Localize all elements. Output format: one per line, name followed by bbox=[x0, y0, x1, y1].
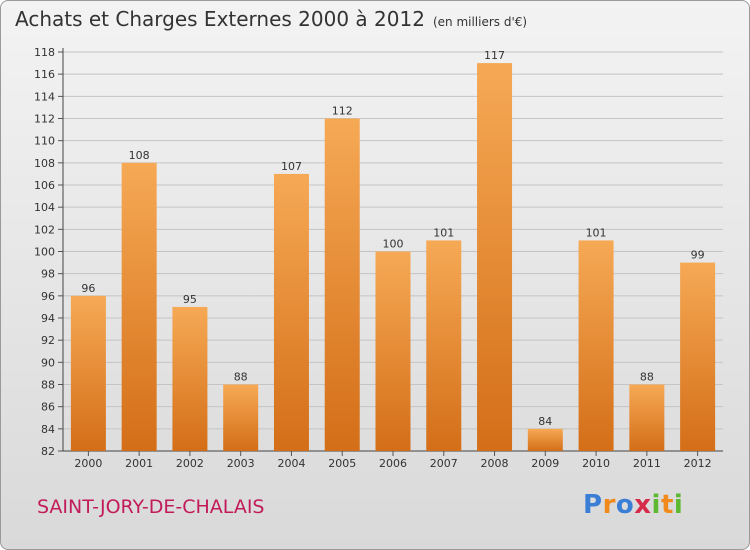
x-tick-label: 2000 bbox=[74, 457, 102, 470]
bar bbox=[273, 173, 309, 451]
logo-letter: i bbox=[651, 490, 661, 520]
bar bbox=[629, 384, 665, 451]
y-tick-label: 82 bbox=[41, 445, 55, 458]
data-label: 95 bbox=[183, 293, 197, 306]
logo-letter: o bbox=[615, 490, 635, 520]
x-tick-label: 2008 bbox=[481, 457, 509, 470]
y-tick-label: 90 bbox=[41, 356, 55, 369]
data-label: 100 bbox=[383, 238, 404, 251]
chart-title: Achats et Charges Externes 2000 à 2012 (e… bbox=[15, 7, 527, 31]
y-tick-label: 88 bbox=[41, 379, 55, 392]
x-tick-label: 2001 bbox=[125, 457, 153, 470]
y-tick-label: 98 bbox=[41, 268, 55, 281]
proxiti-logo: Proxiti bbox=[583, 490, 683, 520]
bar bbox=[527, 428, 563, 451]
data-label: 99 bbox=[691, 249, 705, 262]
logo-letter: t bbox=[660, 490, 674, 520]
data-label: 88 bbox=[640, 371, 654, 384]
logo-letter: P bbox=[583, 490, 603, 520]
data-label: 96 bbox=[81, 282, 95, 295]
bar bbox=[578, 240, 614, 451]
y-tick-label: 84 bbox=[41, 423, 55, 436]
data-label: 88 bbox=[234, 371, 248, 384]
data-label: 107 bbox=[281, 160, 302, 173]
data-label: 101 bbox=[433, 226, 454, 239]
data-label: 108 bbox=[129, 149, 150, 162]
data-label: 112 bbox=[332, 105, 353, 118]
bar bbox=[121, 162, 157, 452]
y-tick-label: 100 bbox=[34, 246, 55, 259]
y-tick-label: 94 bbox=[41, 312, 55, 325]
bar bbox=[477, 63, 513, 451]
x-tick-label: 2002 bbox=[176, 457, 204, 470]
title-text: Achats et Charges Externes 2000 à 2012 bbox=[15, 7, 425, 31]
x-tick-label: 2009 bbox=[531, 457, 559, 470]
bar bbox=[426, 240, 462, 451]
logo-letter: r bbox=[602, 490, 616, 520]
y-tick-label: 114 bbox=[34, 90, 55, 103]
unit-label: (en milliers d'€) bbox=[432, 15, 528, 29]
bar bbox=[223, 384, 259, 451]
data-label: 101 bbox=[586, 226, 607, 239]
y-tick-label: 102 bbox=[34, 223, 55, 236]
y-tick-label: 118 bbox=[34, 46, 55, 59]
x-tick-label: 2003 bbox=[227, 457, 255, 470]
y-tick-label: 116 bbox=[34, 68, 55, 81]
x-tick-label: 2012 bbox=[684, 457, 712, 470]
y-tick-label: 92 bbox=[41, 334, 55, 347]
bar bbox=[375, 251, 411, 451]
bar bbox=[680, 262, 716, 451]
x-tick-label: 2004 bbox=[277, 457, 305, 470]
x-tick-label: 2011 bbox=[633, 457, 661, 470]
bar bbox=[70, 295, 106, 451]
data-label: 84 bbox=[538, 415, 552, 428]
y-tick-label: 96 bbox=[41, 290, 55, 303]
y-tick-label: 106 bbox=[34, 179, 55, 192]
x-tick-label: 2005 bbox=[328, 457, 356, 470]
commune-name: SAINT-JORY-DE-CHALAIS bbox=[37, 496, 265, 518]
y-tick-label: 86 bbox=[41, 401, 55, 414]
x-tick-label: 2010 bbox=[582, 457, 610, 470]
logo-letter: x bbox=[634, 490, 652, 520]
y-tick-label: 110 bbox=[34, 135, 55, 148]
bar bbox=[324, 118, 360, 451]
bar bbox=[172, 306, 208, 451]
logo-letter: i bbox=[673, 490, 684, 520]
y-tick-label: 108 bbox=[34, 157, 55, 170]
data-label: 117 bbox=[484, 49, 505, 62]
y-tick-label: 112 bbox=[34, 113, 55, 126]
y-tick-label: 104 bbox=[34, 201, 55, 214]
x-tick-label: 2007 bbox=[430, 457, 458, 470]
x-tick-label: 2006 bbox=[379, 457, 407, 470]
